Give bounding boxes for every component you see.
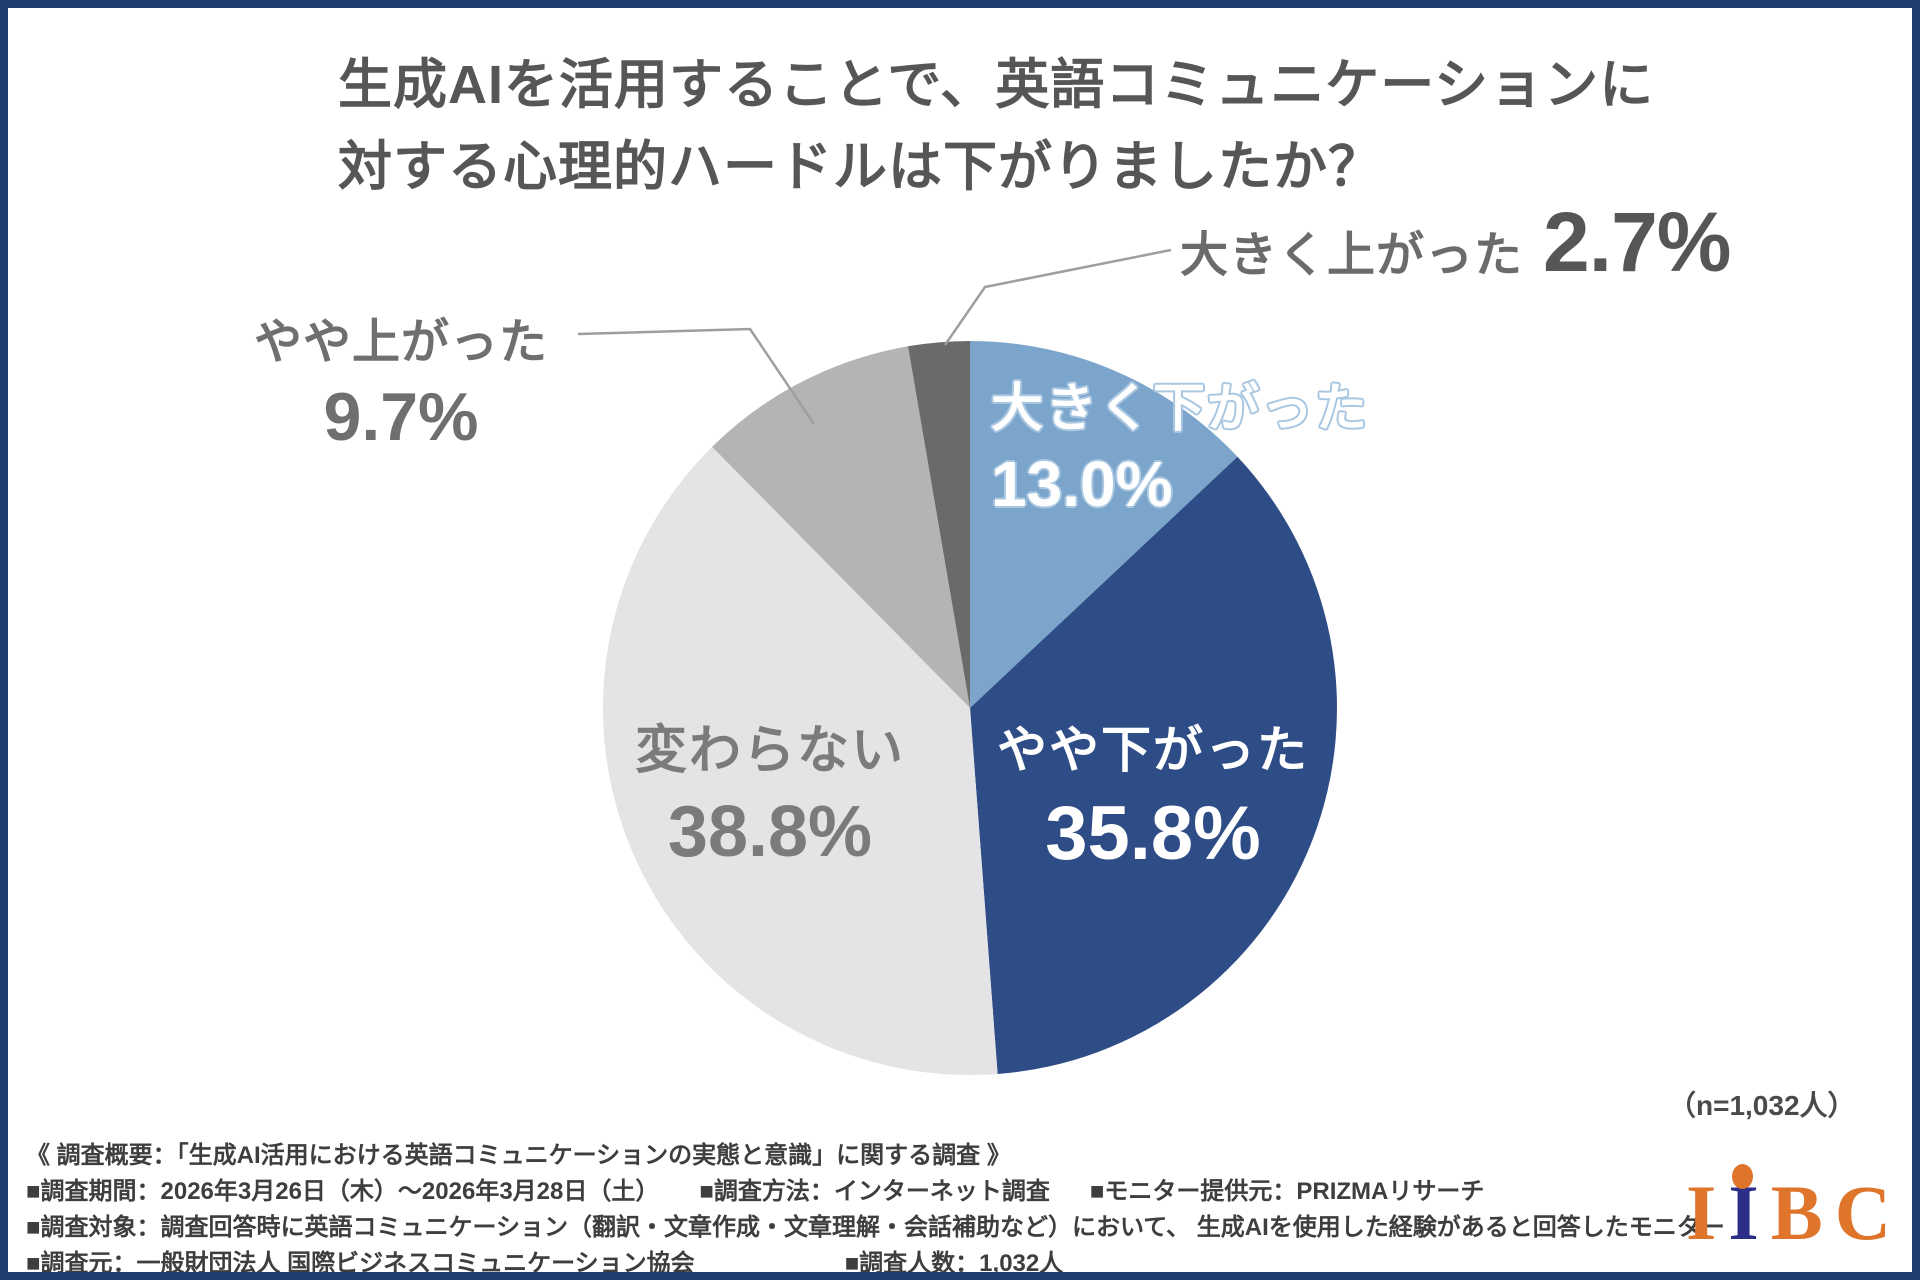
survey-monitor-provider: ■モニター提供元：PRIZMAリサーチ — [1089, 1178, 1485, 1205]
survey-overview: 《 調査概要：「生成AI活用における英語コミュニケーションの実態と意識」に関する… — [26, 1138, 1725, 1277]
iibc-logo-letter-i1: I — [1686, 1169, 1729, 1256]
survey-period-method-monitor: ■調査期間：2026年3月26日（木）～2026年3月28日（土） ■調査方法：… — [26, 1174, 1725, 1210]
chart-title-line1: 生成AIを活用することで、英語コミュニケーションに — [338, 55, 1655, 115]
pie-slices — [602, 341, 1337, 1076]
iibc-logo-letter-c: C — [1834, 1169, 1904, 1256]
chart-title-line2: 対する心理的ハードルは下がりましたか？ — [338, 137, 1383, 197]
chart-title: 生成AIを活用することで、英語コミュニケーションに 対する心理的ハードルは下がり… — [338, 44, 1654, 208]
iibc-logo: IIBC — [1686, 1164, 1903, 1252]
slice-name-ookiku-sagatta: 大きく下がった — [991, 380, 1370, 438]
survey-target: ■調査対象：調査回答時に英語コミュニケーション（翻訳・文章作成・文章理解・会話補… — [26, 1214, 1725, 1241]
pie-slice-2 — [602, 446, 998, 1076]
slice-value-ookiku-sagatta: 13.0% — [991, 448, 1173, 520]
pie-chart — [577, 248, 1337, 1076]
survey-count: ■調査人数：1,032人 — [844, 1250, 1064, 1277]
pie-slice-1 — [970, 456, 1337, 1074]
callout-line-ookiku-agatta — [943, 248, 1172, 346]
pie-slice-4 — [908, 341, 970, 708]
survey-method: ■調査方法：インターネット調査 — [699, 1178, 1050, 1205]
iibc-logo-letter-b: B — [1770, 1169, 1835, 1256]
survey-source: ■調査元：一般財団法人 国際ビジネスコミュニケーション協会 — [26, 1250, 695, 1277]
slice-name-yaya-sagatta: やや下がった — [997, 722, 1309, 778]
slice-value-kawaranai: 38.8% — [667, 792, 873, 872]
callout-line-yaya-agatta — [577, 327, 816, 425]
slice-value-yaya-agatta: 9.7% — [323, 379, 479, 455]
sample-size-note: （n=1,032人） — [1668, 1090, 1856, 1121]
slice-label-kawaranai: 変わらない 38.8% — [580, 708, 960, 873]
slice-value-ookiku-agatta: 2.7% — [1543, 195, 1731, 289]
slice-label-yaya-agatta: やや上がった 9.7% — [236, 302, 566, 456]
slice-value-yaya-sagatta: 35.8% — [1045, 791, 1261, 876]
slice-label-ookiku-agatta: 大きく上がった 2.7% — [1180, 194, 1731, 291]
survey-overview-title: 《 調査概要：「生成AI活用における英語コミュニケーションの実態と意識」に関する… — [26, 1142, 1011, 1169]
slice-name-ookiku-agatta: 大きく上がった — [1180, 229, 1524, 282]
survey-period: ■調査期間：2026年3月26日（木）～2026年3月28日（土） — [26, 1178, 660, 1205]
slice-label-yaya-sagatta: やや下がった 35.8% — [963, 710, 1343, 877]
pie-slice-3 — [712, 346, 970, 708]
iibc-logo-dot-icon — [1732, 1164, 1753, 1189]
survey-source-count: ■調査元：一般財団法人 国際ビジネスコミュニケーション協会 ■調査人数：1,03… — [26, 1246, 1725, 1277]
slice-name-yaya-agatta: やや上がった — [253, 316, 548, 369]
slice-label-ookiku-sagatta: 大きく下がった 13.0% — [991, 366, 1369, 521]
slice-name-kawaranai: 変わらない — [634, 722, 905, 780]
pie-slice-0 — [970, 341, 1238, 708]
